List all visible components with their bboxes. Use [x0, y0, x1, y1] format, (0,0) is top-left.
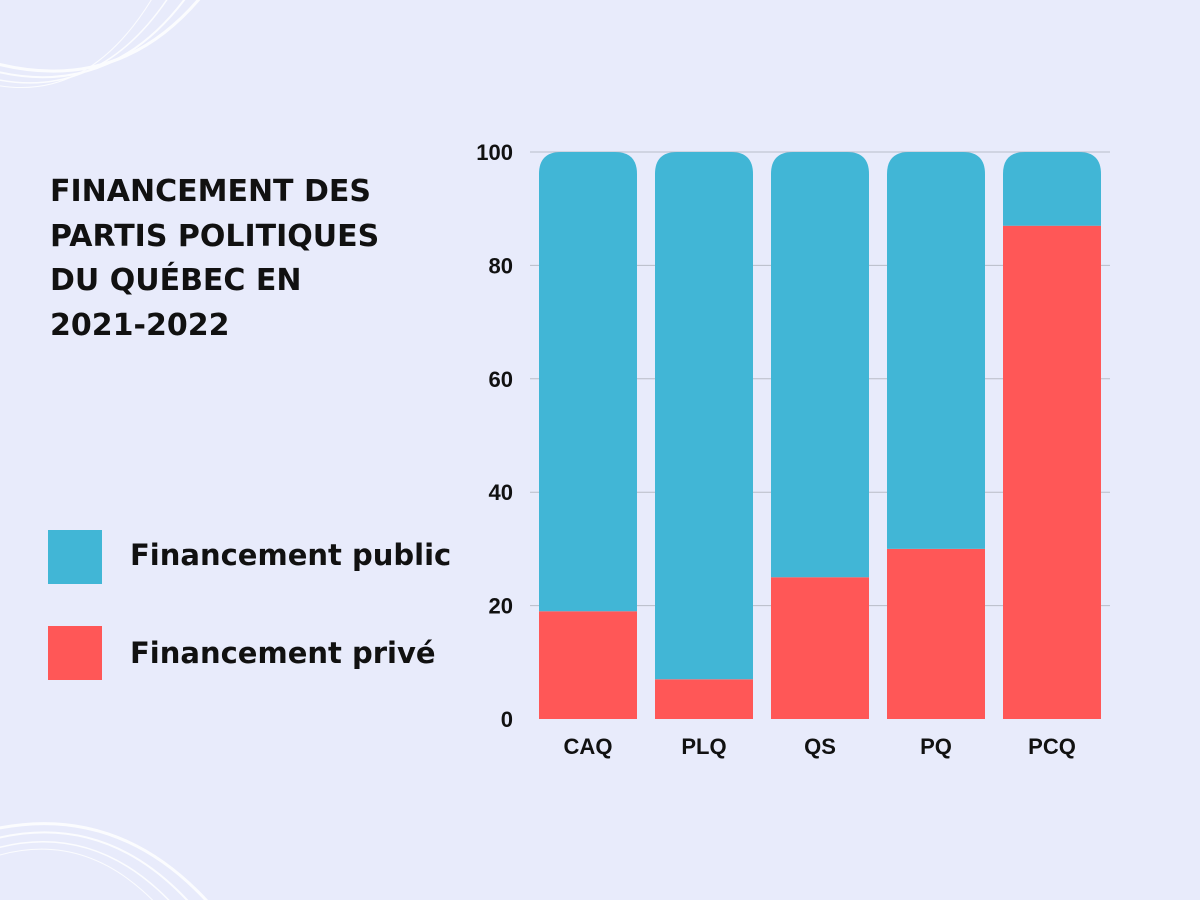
chart-title: FINANCEMENT DES PARTIS POLITIQUES DU QUÉ… [50, 174, 380, 343]
bar-private-pcq [1003, 225, 1101, 719]
bar-public-caq [539, 152, 637, 612]
bars [539, 152, 1101, 719]
bar-private-pq [887, 548, 985, 719]
y-tick-label: 20 [489, 594, 513, 619]
legend-swatch-private [48, 626, 102, 680]
y-tick-label: 40 [489, 480, 513, 505]
bar-private-plq [655, 679, 753, 719]
y-tick-label: 80 [489, 253, 513, 278]
bar-private-caq [539, 611, 637, 719]
bar-public-pq [887, 152, 985, 549]
x-tick-label-pcq: PCQ [1028, 734, 1076, 759]
y-axis-tick-labels: 0 20 40 60 80 100 [476, 140, 513, 732]
bar-public-qs [771, 152, 869, 578]
y-tick-label: 60 [489, 367, 513, 392]
bar-public-pcq [1003, 152, 1101, 226]
legend-label-public: Financement public [130, 538, 452, 572]
x-tick-label-caq: CAQ [564, 734, 613, 759]
x-tick-label-pq: PQ [920, 734, 952, 759]
x-tick-label-qs: QS [804, 734, 836, 759]
x-tick-label-plq: PLQ [681, 734, 726, 759]
legend-label-private: Financement privé [130, 636, 436, 670]
bar-public-plq [655, 152, 753, 680]
y-tick-label: 0 [501, 707, 513, 732]
y-tick-label: 100 [476, 140, 513, 165]
bar-private-qs [771, 577, 869, 719]
legend-swatch-public [48, 530, 102, 584]
x-axis-tick-labels: CAQ PLQ QS PQ PCQ [564, 734, 1076, 759]
